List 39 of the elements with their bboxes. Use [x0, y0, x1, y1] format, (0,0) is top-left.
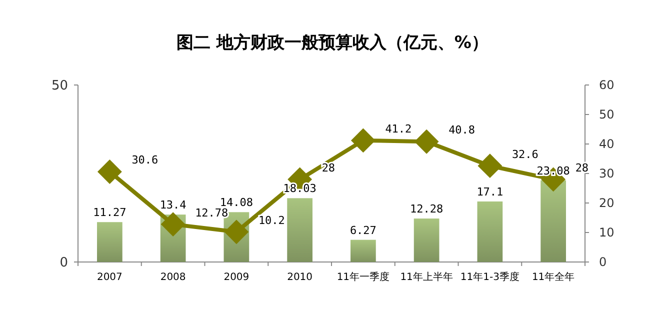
bar [414, 218, 440, 262]
bar [540, 180, 566, 262]
point [414, 129, 439, 154]
x-tick-label: 11年上半年 [400, 271, 453, 283]
data-label: 41.2 [385, 122, 412, 136]
data-label: 28 [322, 161, 336, 174]
y2-tick-label: 30 [599, 166, 614, 181]
y2-tick-label: 40 [599, 137, 614, 152]
y2-tick-label: 0 [599, 255, 607, 270]
bar [97, 222, 122, 262]
data-label: 11.27 [93, 206, 126, 220]
point [350, 128, 376, 153]
y2-tick-label: 20 [599, 196, 614, 210]
x-tick-label: 2010 [287, 272, 313, 283]
data-label: 40.8 [448, 124, 476, 137]
data-label: 13.4 [160, 198, 187, 212]
point [160, 212, 186, 237]
x-tick-label: 11年1-3季度 [460, 271, 520, 283]
x-tick-label: 11年一季度 [336, 271, 390, 283]
data-label: 17.1 [476, 185, 504, 198]
x-tick-label: 2008 [160, 272, 186, 283]
data-label: 12.28 [410, 202, 444, 216]
chart-title: 图二 地方财政一般预算收入（亿元、%） [176, 33, 488, 53]
point [97, 160, 122, 184]
bar [350, 240, 376, 262]
data-label: 30.6 [132, 154, 158, 167]
y2-tick-label: 10 [599, 226, 614, 240]
x-tick-label: 2009 [224, 272, 250, 283]
data-label: 10.2 [258, 214, 285, 227]
data-label: 6.27 [350, 224, 376, 237]
bar [477, 201, 503, 262]
x-tick-label: 2007 [96, 272, 122, 283]
y2-tick-label: 60 [599, 78, 614, 92]
bar [287, 198, 312, 262]
data-label: 28 [575, 161, 589, 174]
x-tick-label: 11年全年 [532, 271, 575, 283]
point [478, 154, 502, 178]
y2-tick-label: 50 [599, 108, 614, 122]
data-label: 32.6 [512, 148, 538, 161]
